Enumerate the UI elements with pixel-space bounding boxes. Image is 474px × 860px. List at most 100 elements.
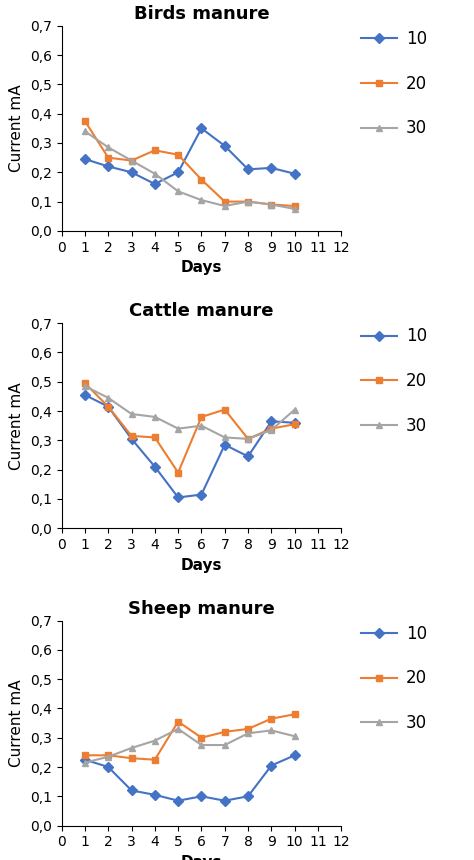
10 [175,492,181,502]
20 [245,433,251,444]
20 [105,152,111,163]
20 [128,156,135,166]
10 [222,796,228,806]
10 [152,179,158,189]
10 [268,760,274,771]
20 [175,150,181,160]
Title: Cattle manure: Cattle manure [129,302,273,320]
20 [105,402,111,412]
30 [82,126,88,137]
10 [152,789,158,800]
30 [245,433,251,444]
Line: 10: 10 [82,752,298,804]
Line: 10: 10 [82,125,298,187]
30 [82,381,88,391]
20 [199,175,204,185]
20 [152,433,158,443]
Legend: 10, 20, 30: 10, 20, 30 [361,30,427,138]
10 [222,141,228,151]
10 [292,750,298,760]
30 [105,142,111,152]
X-axis label: Days: Days [181,557,222,573]
20 [292,201,298,212]
20 [222,727,228,737]
20 [82,750,88,760]
10 [292,418,298,428]
20 [245,196,251,206]
30 [175,423,181,433]
20 [292,710,298,720]
30 [199,740,204,750]
10 [245,791,251,802]
10 [105,402,111,412]
20 [268,423,274,433]
30 [105,752,111,762]
Line: 20: 20 [82,711,298,763]
10 [175,796,181,806]
30 [82,758,88,768]
Title: Sheep manure: Sheep manure [128,599,275,617]
20 [199,733,204,743]
10 [128,433,135,444]
Y-axis label: Current mA: Current mA [9,84,24,172]
Line: 30: 30 [82,128,298,212]
Line: 10: 10 [82,391,298,501]
10 [268,416,274,427]
20 [222,196,228,206]
30 [222,433,228,443]
10 [82,154,88,164]
Line: 20: 20 [82,380,298,476]
10 [292,169,298,179]
20 [82,116,88,126]
20 [292,419,298,429]
30 [245,196,251,206]
10 [82,754,88,765]
30 [292,204,298,214]
30 [292,731,298,741]
30 [128,156,135,166]
10 [245,164,251,175]
Legend: 10, 20, 30: 10, 20, 30 [361,624,427,732]
Y-axis label: Current mA: Current mA [9,679,24,767]
X-axis label: Days: Days [181,261,222,275]
20 [268,200,274,210]
10 [128,785,135,796]
20 [199,412,204,422]
20 [268,714,274,724]
10 [105,762,111,772]
20 [152,145,158,156]
20 [222,404,228,415]
10 [268,163,274,173]
10 [175,167,181,177]
30 [199,421,204,431]
30 [175,724,181,734]
10 [245,452,251,462]
20 [128,753,135,764]
10 [199,123,204,133]
10 [152,462,158,472]
30 [222,201,228,212]
30 [175,186,181,196]
20 [82,378,88,389]
Legend: 10, 20, 30: 10, 20, 30 [361,328,427,434]
30 [245,728,251,739]
10 [199,489,204,500]
30 [268,200,274,210]
10 [222,439,228,450]
10 [199,791,204,802]
30 [199,195,204,206]
30 [152,169,158,179]
Title: Birds manure: Birds manure [134,5,269,23]
20 [105,750,111,760]
30 [152,412,158,422]
30 [222,740,228,750]
30 [268,425,274,435]
30 [105,393,111,403]
20 [152,754,158,765]
20 [175,468,181,478]
10 [82,390,88,400]
Y-axis label: Current mA: Current mA [9,382,24,470]
30 [128,408,135,419]
30 [268,725,274,735]
10 [105,162,111,172]
